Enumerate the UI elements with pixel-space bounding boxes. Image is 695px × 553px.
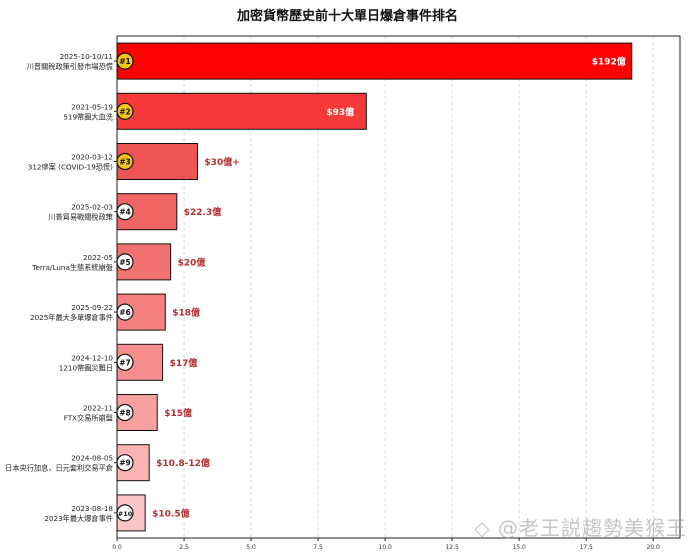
- x-tick-label: 0.0: [112, 544, 122, 551]
- rank-label: #7: [119, 358, 131, 367]
- x-tick-label: 2.5: [179, 544, 189, 551]
- rank-badge: [116, 403, 134, 422]
- x-tick-label: 12.5: [445, 544, 459, 551]
- rank-label: #9: [119, 459, 131, 468]
- bar: [116, 92, 367, 130]
- value-label: $20億: [178, 256, 206, 268]
- rank-label: #2: [119, 107, 131, 116]
- value-label: $93億: [326, 106, 354, 118]
- x-tick-label: 10.0: [378, 544, 392, 551]
- category-date-label: 2025-09-22: [71, 303, 113, 312]
- category-event-label: 312慘案 (COVID-19恐慌): [28, 163, 113, 172]
- category-event-label: FTX交易所崩盤: [64, 414, 113, 423]
- rank-badge: [116, 152, 134, 171]
- category-date-label: 2020-03-12: [71, 153, 113, 162]
- rank-badge: [116, 454, 134, 472]
- rank-badge: [116, 203, 134, 221]
- rank-label: #8: [119, 409, 131, 418]
- value-label: $22.3億: [184, 206, 221, 218]
- value-label: $192億: [592, 56, 626, 68]
- category-date-label: 2022-05: [83, 253, 113, 262]
- plot-frame: [116, 35, 681, 539]
- category-event-label: 日本央行加息，日元套利交易平倉: [5, 464, 113, 473]
- x-tick-label: 17.5: [579, 544, 593, 551]
- bar: [116, 42, 633, 80]
- category-date-label: 2024-08-05: [71, 454, 113, 463]
- rank-label: #3: [119, 158, 131, 167]
- category-event-label: 1210幣圈災難日: [59, 363, 113, 372]
- rank-badge: [116, 303, 134, 321]
- category-event-label: 519幣圈大血洗: [63, 112, 113, 121]
- value-label: $15億: [164, 407, 192, 419]
- value-label: $10.5億: [152, 507, 189, 519]
- category-date-label: 2021-05-19: [71, 102, 113, 111]
- rank-badge: [116, 253, 134, 271]
- rank-badge: [116, 102, 134, 120]
- value-label: $17億: [170, 357, 198, 369]
- rank-label: #5: [119, 258, 131, 267]
- rank-label: #10: [118, 510, 133, 518]
- category-event-label: 川普關稅政策引發市場恐慌: [27, 62, 113, 71]
- rank-label: #4: [119, 208, 131, 217]
- x-tick-label: 20.0: [647, 544, 661, 551]
- category-date-label: 2025-10-10/11: [60, 52, 113, 61]
- category-event-label: Terra/Luna生態系統崩盤: [31, 263, 113, 272]
- category-date-label: 2025-02-03: [71, 203, 113, 212]
- rank-badge: [116, 353, 134, 371]
- bar: [116, 243, 172, 281]
- category-event-label: 川普貿易戰關稅政策: [48, 213, 113, 222]
- rank-label: #1: [119, 57, 131, 66]
- rank-label: #6: [119, 308, 131, 317]
- category-date-label: 2022-11: [83, 404, 113, 413]
- value-label: $18億: [172, 307, 200, 319]
- x-tick-label: 15.0: [512, 544, 526, 551]
- rank-badge: [116, 52, 134, 70]
- watermark: ◇ @老王説趨勢美猴王: [474, 516, 687, 540]
- value-label: $10.8-12億: [156, 457, 210, 469]
- category-event-label: 2025年最大多單爆倉事件: [30, 313, 113, 322]
- category-date-label: 2023-08-18: [71, 504, 113, 513]
- x-tick-label: 7.5: [313, 544, 323, 551]
- x-tick-label: 5.0: [246, 544, 256, 551]
- category-event-label: 2023年最大爆倉事件: [44, 514, 113, 523]
- chart-title: 加密貨幣歷史前十大單日爆倉事件排名: [236, 9, 458, 24]
- value-label: $30億+: [204, 156, 239, 168]
- rank-badge: [116, 504, 134, 522]
- category-date-label: 2024-12-10: [71, 353, 113, 362]
